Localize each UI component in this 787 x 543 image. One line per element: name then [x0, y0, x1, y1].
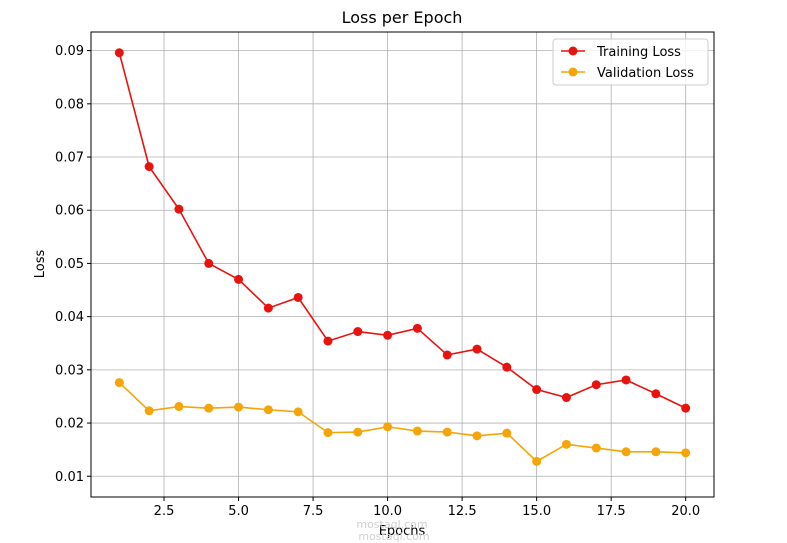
data-point-training-loss [114, 48, 124, 58]
data-point-training-loss [561, 393, 571, 403]
y-tick-label: 0.02 [55, 417, 84, 432]
data-point-validation-loss [651, 447, 661, 457]
data-point-validation-loss [532, 456, 542, 466]
data-point-validation-loss [263, 405, 273, 415]
chart-title: Loss per Epoch [342, 8, 463, 27]
data-point-validation-loss [472, 431, 482, 441]
data-point-training-loss [174, 204, 184, 214]
y-tick-label: 0.07 [55, 151, 84, 166]
data-point-validation-loss [383, 422, 393, 432]
x-tick-label: 10.0 [373, 504, 402, 519]
series-training-loss [114, 48, 691, 413]
x-tick-label: 5.0 [228, 504, 249, 519]
legend-marker-training [568, 46, 578, 56]
x-axis-ticks: 2.5 5.0 7.5 10.0 12.5 15.0 17.5 20.0 [154, 497, 700, 519]
data-point-validation-loss [323, 428, 333, 438]
y-tick-label: 0.04 [55, 310, 84, 325]
x-tick-label: 2.5 [154, 504, 175, 519]
series-line-training-loss [118, 52, 687, 409]
y-tick-label: 0.09 [55, 44, 84, 59]
data-point-validation-loss [204, 403, 214, 413]
data-point-training-loss [323, 336, 333, 346]
x-tick-label: 15.0 [522, 504, 551, 519]
data-point-training-loss [502, 362, 512, 372]
legend-marker-validation [568, 67, 578, 77]
legend: Training Loss Validation Loss [552, 38, 709, 86]
y-tick-label: 0.03 [55, 363, 84, 378]
series-validation-loss [114, 378, 691, 466]
data-point-validation-loss [621, 447, 631, 457]
y-tick-label: 0.05 [55, 257, 84, 272]
data-point-training-loss [204, 258, 214, 268]
data-point-training-loss [681, 403, 691, 413]
y-tick-label: 0.06 [55, 204, 84, 219]
data-point-validation-loss [353, 427, 363, 437]
data-point-validation-loss [234, 402, 244, 412]
data-point-training-loss [651, 389, 661, 399]
series-layer [114, 48, 691, 466]
legend-label-training: Training Loss [596, 45, 681, 60]
data-point-validation-loss [561, 439, 571, 449]
data-point-training-loss [472, 344, 482, 354]
series-line-validation-loss [118, 382, 686, 463]
data-point-validation-loss [502, 428, 512, 438]
data-point-validation-loss [591, 443, 601, 453]
data-point-validation-loss [174, 402, 184, 412]
data-point-training-loss [263, 303, 273, 313]
data-point-training-loss [383, 330, 393, 340]
grid [91, 32, 714, 497]
x-axis-label: Epochs [379, 524, 426, 539]
watermark-text-2: mostaql.com [358, 530, 429, 543]
data-point-training-loss [621, 375, 631, 385]
legend-label-validation: Validation Loss [597, 66, 694, 81]
x-tick-label: 20.0 [671, 504, 700, 519]
legend-box [552, 38, 709, 86]
data-point-validation-loss [144, 406, 154, 416]
y-tick-label: 0.01 [55, 470, 84, 485]
y-axis-label: Loss [33, 250, 48, 279]
x-tick-label: 7.5 [303, 504, 324, 519]
watermark-text-1: mostaql.com [356, 518, 427, 531]
data-point-training-loss [591, 380, 601, 390]
data-point-training-loss [144, 162, 154, 172]
data-point-validation-loss [293, 407, 303, 417]
data-point-validation-loss [412, 426, 422, 436]
data-point-training-loss [442, 350, 452, 360]
y-axis-ticks: 0.01 0.02 0.03 0.04 0.05 0.06 0.07 0.08 0.09 [55, 44, 91, 485]
data-point-training-loss [532, 385, 542, 395]
data-point-training-loss [234, 274, 244, 284]
data-point-validation-loss [114, 378, 124, 388]
data-point-validation-loss [442, 427, 452, 437]
plot-frame [90, 31, 715, 498]
data-point-training-loss [293, 292, 303, 302]
x-tick-label: 17.5 [597, 504, 626, 519]
watermark: mostaql.com mostaql.com [356, 518, 429, 543]
y-tick-label: 0.08 [55, 97, 84, 112]
data-point-training-loss [353, 327, 363, 337]
data-point-validation-loss [681, 448, 691, 458]
x-tick-label: 12.5 [448, 504, 477, 519]
data-point-training-loss [412, 323, 422, 333]
